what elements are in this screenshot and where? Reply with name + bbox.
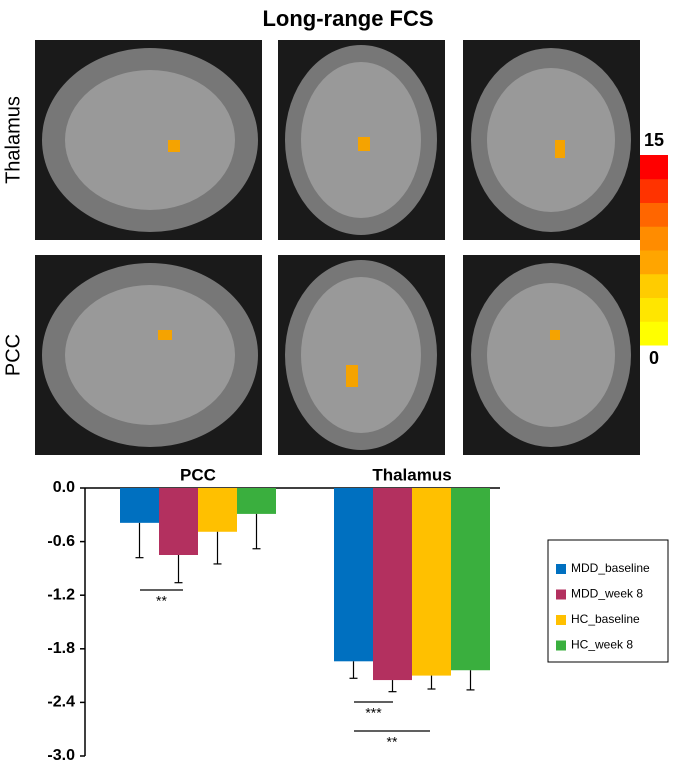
category-label: PCC [180,465,216,484]
activation [168,140,180,152]
bar [237,488,276,514]
legend-swatch [556,589,566,600]
y-tick-label: -1.8 [47,640,75,657]
bar [198,488,237,532]
row-label: PCC [2,334,24,376]
activation [346,365,358,387]
activation [550,330,560,340]
colorbar-band [640,297,668,322]
colorbar-band [640,202,668,227]
y-tick-label: -0.6 [47,533,75,550]
error-bar [427,675,436,690]
legend-label: MDD_baseline [571,561,650,575]
significance-label: ** [156,593,167,609]
activation [158,330,172,340]
colorbar-band [640,155,668,180]
bar [120,488,159,523]
y-tick-label: 0.0 [53,479,75,496]
error-bar [135,522,144,559]
colorbar-band [640,321,668,346]
error-bar [174,555,183,584]
category-label: Thalamus [372,465,451,484]
activation [555,140,565,158]
legend-label: MDD_week 8 [571,587,643,601]
colorbar: 0 15 [640,130,668,368]
y-tick-label: -3.0 [47,747,75,764]
y-tick-label: -2.4 [47,694,75,711]
y-tick-label: -1.2 [47,586,75,603]
colorbar-band [640,250,668,275]
colorbar-band [640,178,668,203]
brain-images [35,40,640,455]
bar [373,488,412,681]
error-bar [213,531,222,565]
bar [159,488,198,555]
colorbar-band [640,226,668,251]
significance-label: ** [387,734,398,750]
bar [412,488,451,676]
error-bar [349,661,358,679]
bar [334,488,373,662]
colorbar-band [640,273,668,298]
row-label: Thalamus [2,96,24,184]
significance-label: *** [365,705,382,721]
colorbar-tick-label: 15 [644,130,664,150]
legend-swatch [556,564,566,574]
brain-shape [65,70,235,210]
brain-shape [487,283,615,427]
error-bar [252,513,261,550]
brain-shape [65,285,235,425]
legend-swatch [556,640,566,651]
error-bar [466,670,475,691]
bar [451,488,490,671]
legend-swatch [556,615,566,625]
error-bar [388,680,397,693]
brain-shape [301,277,421,433]
legend-label: HC_baseline [571,612,640,626]
activation [358,137,370,151]
figure-title: Long-range FCS [262,6,433,31]
legend-box [547,539,669,663]
colorbar-tick-label: 0 [649,348,659,368]
brain-shape [487,68,615,212]
legend-label: HC_week 8 [571,638,633,652]
